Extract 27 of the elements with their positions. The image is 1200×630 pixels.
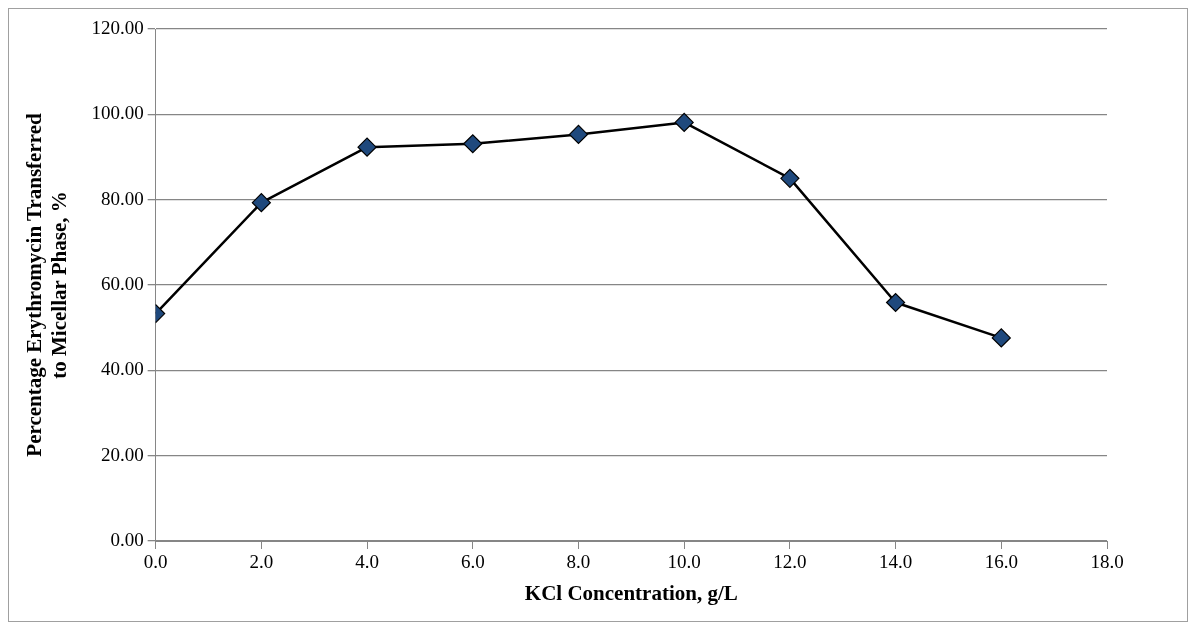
point [568,124,589,144]
y-tick-label: 120.00 [91,16,144,38]
y-tick-label: 80.00 [100,187,144,209]
point [780,168,800,188]
point [674,112,694,133]
y-tick-label: 20.00 [100,443,144,465]
x-tick-label: 4.0 [355,551,379,573]
x-tick-label: 18.0 [1090,551,1124,573]
x-tick-label: 0.0 [143,551,168,573]
y-tick-label: 40.00 [100,358,144,380]
y-axis-title: Percentage Erythromycin Transferred to Micellar Phase, % [22,113,72,457]
x-tick-label: 16.0 [984,551,1018,573]
x-tick-label: 12.0 [773,551,807,573]
y-tick-label: 100.00 [91,102,144,124]
x-axis-title: KCl Concentration, g/L [524,580,738,605]
point [251,193,271,213]
y-tick-label: 0.00 [110,528,144,550]
point [885,292,906,313]
x-tick-label: 10.0 [667,551,701,573]
x-tick-label: 2.0 [249,551,274,573]
x-tick-label: 14.0 [878,551,913,573]
point [357,137,377,157]
x-tick-label: 8.0 [566,551,591,573]
y-tick-label: 60.00 [100,272,144,294]
point [991,328,1011,348]
point [463,134,483,154]
x-tick-label: 6.0 [460,551,485,573]
